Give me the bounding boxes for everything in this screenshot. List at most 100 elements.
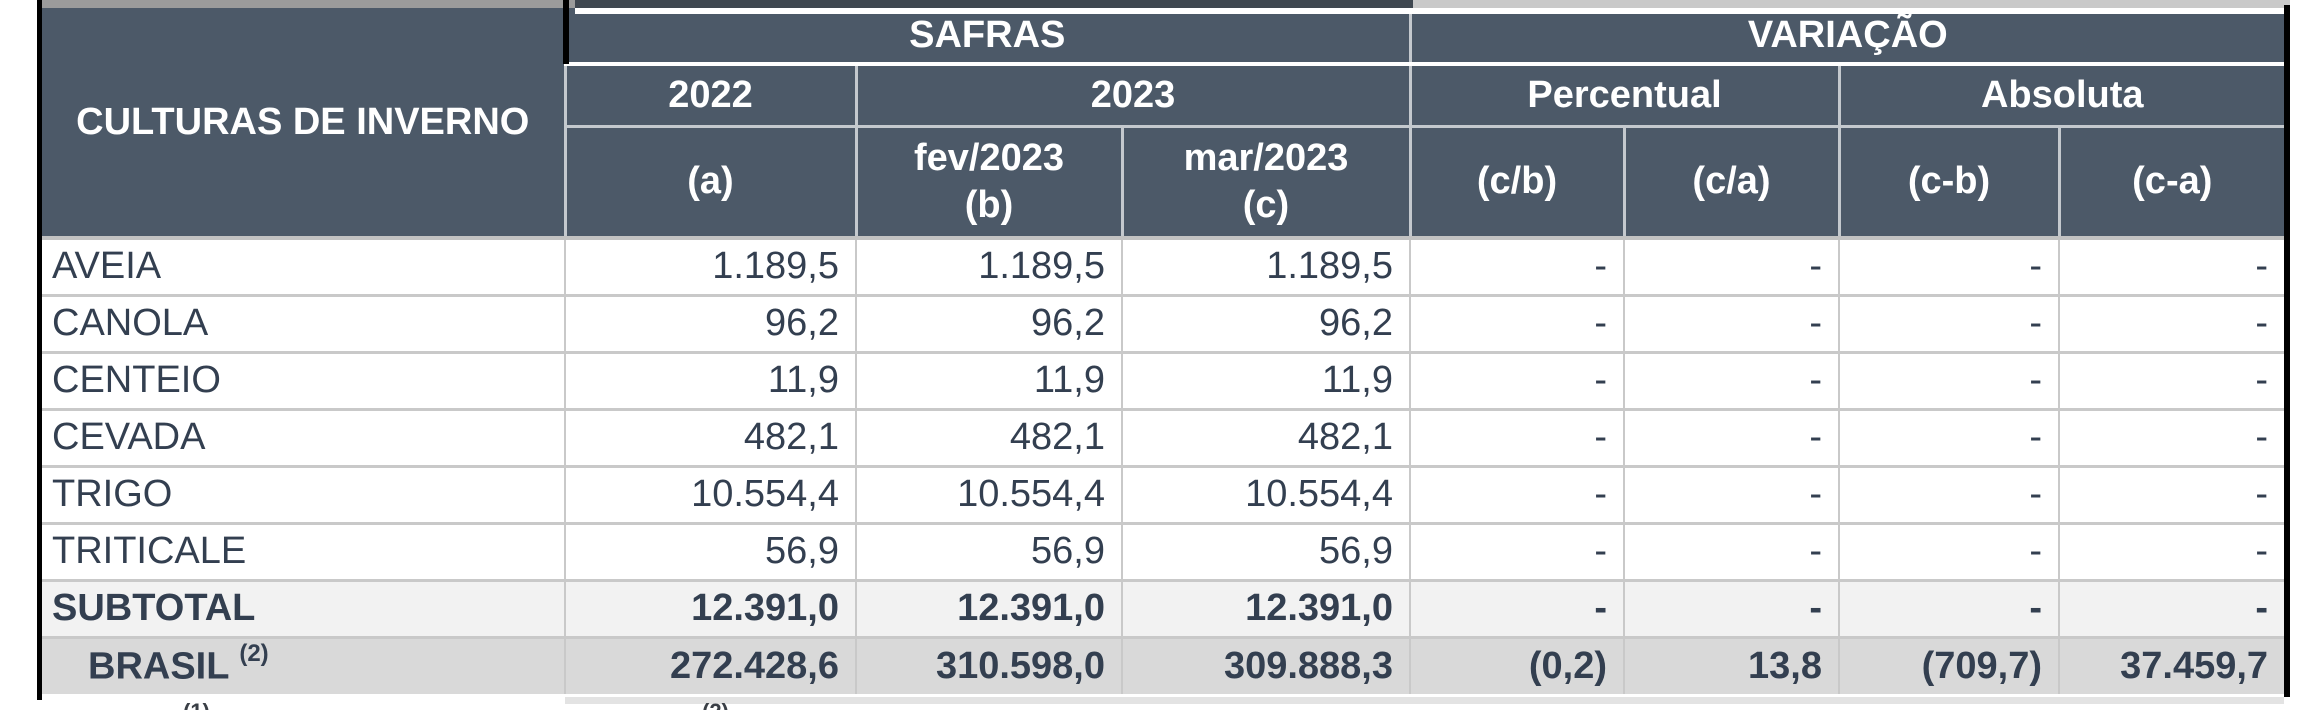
cell-b: 10.554,4 [856,466,1123,525]
col-header-mar-line2: (c) [1242,183,1290,226]
cell-cma: - [2059,578,2285,639]
cell-c: 10.554,4 [1122,466,1411,525]
winter-crops-table: CULTURAS DE INVERNO SAFRAS VARIAÇÃO 2022… [42,8,2285,694]
col-header-cmb: (c-b) [1837,124,2061,240]
cell-cmb: - [1839,578,2060,639]
cell-cb: - [1410,352,1625,411]
cell-cmb: - [1839,466,2060,525]
cell-cma: - [2059,238,2285,297]
cell-cmb: - [1839,295,2060,354]
cell-cb: - [1410,578,1625,639]
brasil-footnote-marker: (2) [239,639,269,667]
cell-c: 309.888,3 [1122,635,1411,694]
table-row-triticale: TRITICALE 56,9 56,9 56,9 - - - - [42,523,2285,582]
cell-a: 272.428,6 [565,635,857,694]
cell-cb: - [1410,409,1625,468]
group-header-safras: SAFRAS [565,8,1412,66]
cell-a: 56,9 [565,523,857,582]
cell-cb: - [1410,466,1625,525]
table-row-canola: CANOLA 96,2 96,2 96,2 - - - - [42,295,2285,354]
cell-a: 96,2 [565,295,857,354]
row-header-culturas-de-inverno: CULTURAS DE INVERNO [42,8,566,240]
table-bottom-edge [565,697,2284,704]
col-header-cb: (c/b) [1408,124,1626,240]
subheader-2022: 2022 [563,62,858,128]
cell-ca: - [1624,295,1840,354]
cell-a: 12.391,0 [565,578,857,639]
cell-cmb: - [1839,352,2060,411]
table-row-subtotal: SUBTOTAL 12.391,0 12.391,0 12.391,0 - - … [42,578,2285,639]
table-right-border [2284,5,2290,697]
subheader-percentual: Percentual [1408,62,1841,128]
cell-cb: - [1410,238,1625,297]
cell-a: 11,9 [565,352,857,411]
footnote-fragment-1: (1) [183,699,210,710]
row-label: SUBTOTAL [42,578,566,639]
cell-cmb: - [1839,409,2060,468]
cell-cma: - [2059,523,2285,582]
col-header-a: (a) [563,124,858,240]
row-label: TRIGO [42,466,566,525]
cell-cma: - [2059,466,2285,525]
cell-cmb: (709,7) [1839,635,2060,694]
col-header-fev-2023-b: fev/2023 (b) [854,124,1124,240]
cell-b: 11,9 [856,352,1123,411]
brasil-label: BRASIL [88,645,229,688]
cell-a: 482,1 [565,409,857,468]
cell-b: 96,2 [856,295,1123,354]
table-row-brasil-total: BRASIL (2) 272.428,6 310.598,0 309.888,3… [42,635,2285,694]
cell-ca: - [1624,523,1840,582]
cell-c: 56,9 [1122,523,1411,582]
cell-c: 11,9 [1122,352,1411,411]
cell-b: 1.189,5 [856,238,1123,297]
cell-ca: - [1624,409,1840,468]
cell-ca: 13,8 [1624,635,1840,694]
cell-ca: - [1624,466,1840,525]
cell-cb: (0,2) [1410,635,1625,694]
cell-c: 482,1 [1122,409,1411,468]
crops-table: CULTURAS DE INVERNO SAFRAS VARIAÇÃO 2022… [42,8,2285,694]
row-label: CANOLA [42,295,566,354]
row-label: TRITICALE [42,523,566,582]
row-label: CENTEIO [42,352,566,411]
cell-b: 12.391,0 [856,578,1123,639]
row-label-brasil: BRASIL (2) [42,635,566,694]
cell-c: 1.189,5 [1122,238,1411,297]
cell-cb: - [1410,295,1625,354]
table-row-cevada: CEVADA 482,1 482,1 482,1 - - - - [42,409,2285,468]
cell-ca: - [1624,352,1840,411]
header-top-white-gap [575,8,2290,14]
col-header-fev-line2: (b) [964,183,1014,226]
cell-cmb: - [1839,523,2060,582]
header-black-divider [563,0,569,64]
table-row-centeio: CENTEIO 11,9 11,9 11,9 - - - - [42,352,2285,411]
cell-a: 10.554,4 [565,466,857,525]
row-label: CEVADA [42,409,566,468]
cell-cb: - [1410,523,1625,582]
cell-cma: - [2059,295,2285,354]
col-header-mar-line1: mar/2023 [1183,137,1349,180]
table-row-aveia: AVEIA 1.189,5 1.189,5 1.189,5 - - - - [42,238,2285,297]
col-header-ca: (c/a) [1622,124,1841,240]
top-edge-artifact-left [37,0,575,8]
cell-cmb: - [1839,238,2060,297]
row-label: AVEIA [42,238,566,297]
top-edge-artifact-middle [575,0,1413,8]
top-edge-artifact-right [1413,0,2290,8]
subheader-absoluta: Absoluta [1837,62,2285,128]
subheader-2023: 2023 [854,62,1412,128]
cell-a: 1.189,5 [565,238,857,297]
cell-ca: - [1624,238,1840,297]
col-header-fev-line1: fev/2023 [913,137,1064,180]
cell-b: 56,9 [856,523,1123,582]
table-left-border [37,0,42,700]
cell-ca: - [1624,578,1840,639]
table-row-trigo: TRIGO 10.554,4 10.554,4 10.554,4 - - - - [42,466,2285,525]
cell-b: 310.598,0 [856,635,1123,694]
cell-c: 12.391,0 [1122,578,1411,639]
footnote-fragment-2: (2) [702,699,729,710]
col-header-mar-2023-c: mar/2023 (c) [1120,124,1412,240]
cell-b: 482,1 [856,409,1123,468]
cell-c: 96,2 [1122,295,1411,354]
